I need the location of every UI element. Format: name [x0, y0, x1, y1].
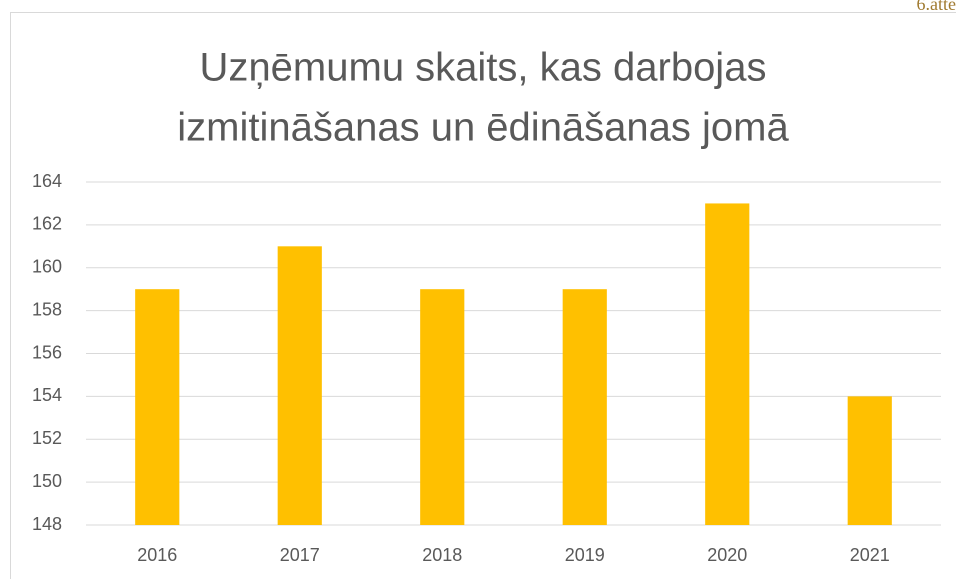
bar — [420, 289, 465, 525]
x-tick-label: 2018 — [422, 545, 462, 565]
x-tick-label: 2020 — [707, 545, 747, 565]
chart-title: izmitināšanas un ēdināšanas jomā — [177, 106, 789, 150]
x-tick-label: 2021 — [850, 545, 890, 565]
x-tick-label: 2019 — [565, 545, 605, 565]
y-tick-label: 162 — [32, 214, 62, 234]
bar — [562, 289, 607, 525]
x-tick-label: 2016 — [137, 545, 177, 565]
bar — [705, 203, 750, 525]
x-tick-label: 2017 — [280, 545, 320, 565]
y-tick-label: 152 — [32, 428, 62, 448]
y-tick-label: 156 — [32, 342, 62, 362]
bar — [277, 246, 322, 525]
y-tick-label: 164 — [32, 171, 62, 191]
y-tick-label: 158 — [32, 299, 62, 319]
y-tick-label: 150 — [32, 471, 62, 491]
y-tick-label: 154 — [32, 385, 62, 405]
y-tick-label: 160 — [32, 257, 62, 277]
bar — [847, 396, 892, 525]
bar — [135, 289, 180, 525]
chart-title: Uzņēmumu skaits, kas darbojas — [200, 46, 767, 90]
y-tick-label: 148 — [32, 514, 62, 534]
annotation: 6.attē — [917, 0, 956, 14]
